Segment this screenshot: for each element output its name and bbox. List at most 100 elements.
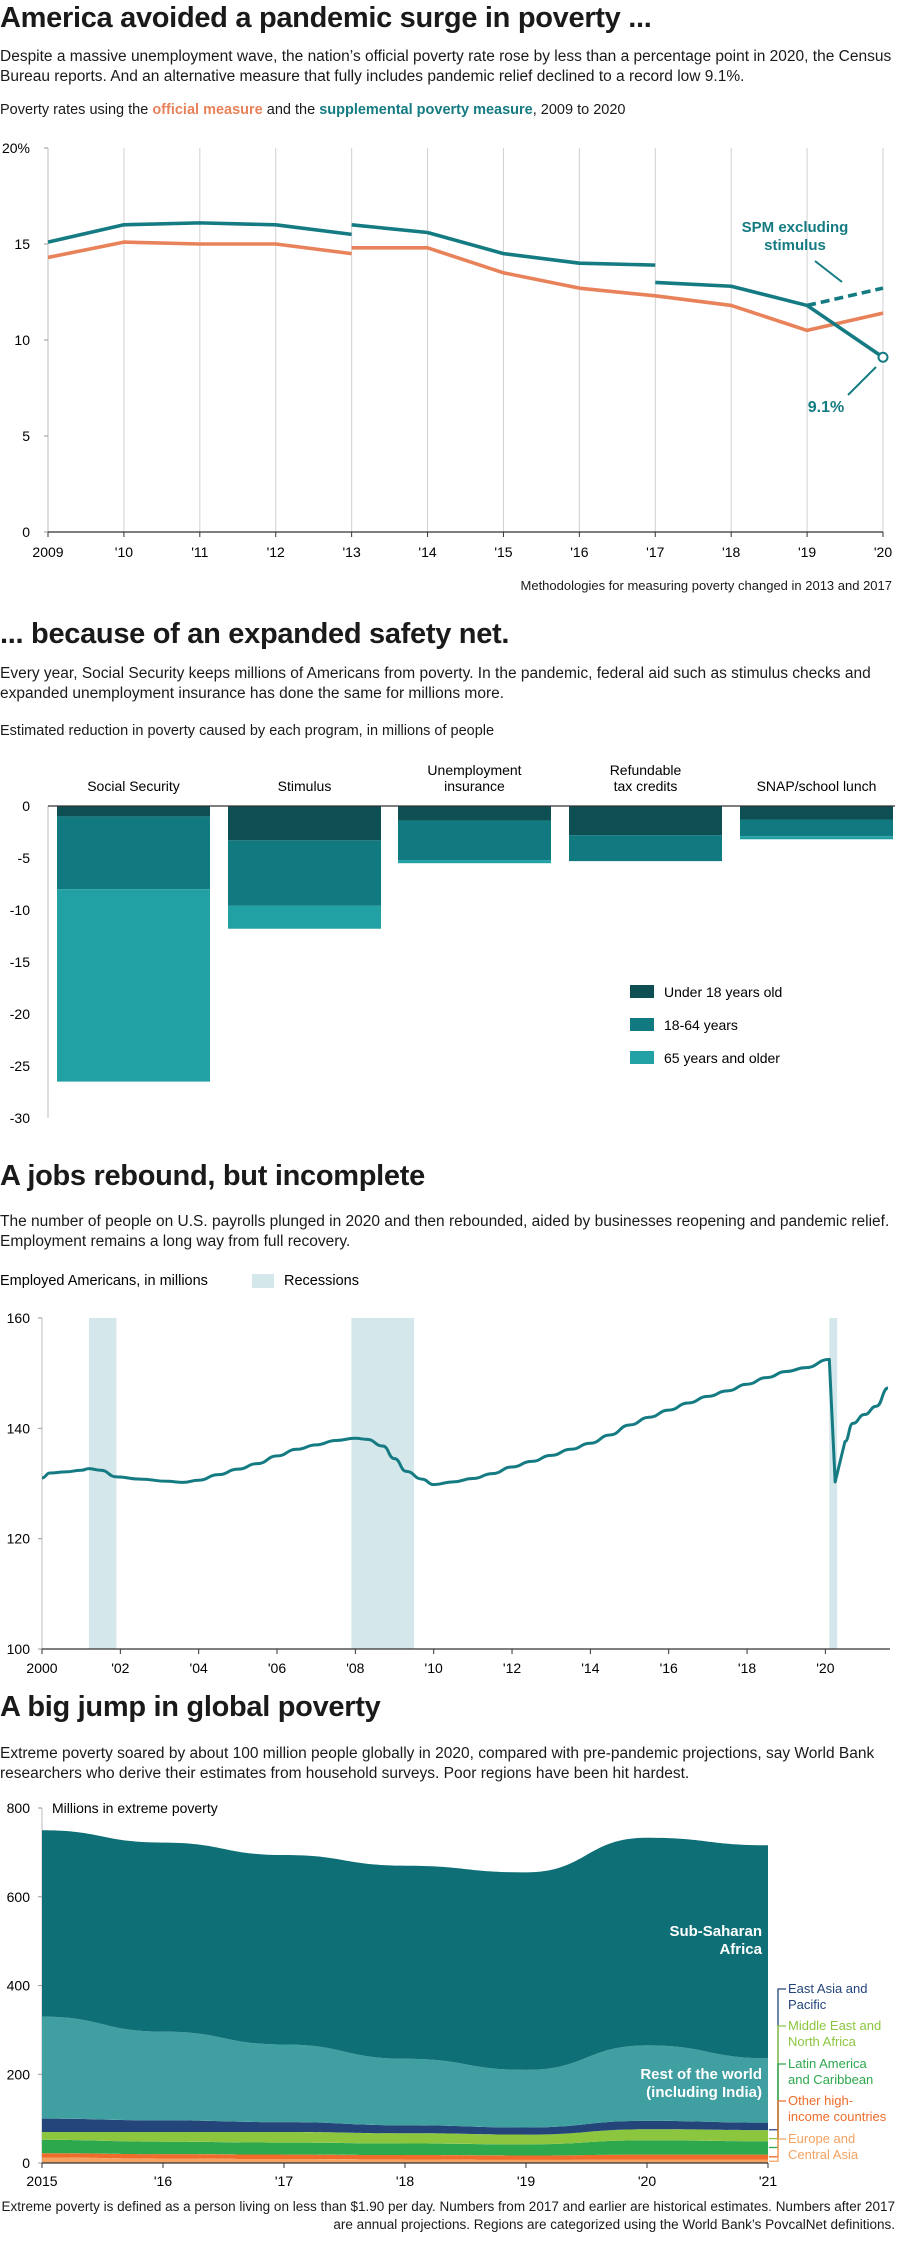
spm-line-segment xyxy=(351,223,428,235)
section2-subtitle: Estimated reduction in poverty caused by… xyxy=(0,723,495,739)
y-tick-label: -10 xyxy=(10,902,30,918)
y-tick-label: 140 xyxy=(7,1420,31,1436)
x-tick-label: '13 xyxy=(343,544,361,560)
label-mena: North Africa xyxy=(788,2034,857,2049)
x-tick-label: '02 xyxy=(111,1660,129,1676)
x-tick-label: '08 xyxy=(346,1660,364,1676)
annotation-9-1-percent: 9.1% xyxy=(808,399,844,416)
y-tick-label: 15 xyxy=(14,236,30,252)
label-connector xyxy=(769,2100,786,2158)
label-eca: Europe and xyxy=(788,2131,855,2146)
annotation-spm-excl-1: SPM excluding xyxy=(742,219,849,236)
section4-dek: Extreme poverty soared by about 100 mill… xyxy=(0,1745,875,1782)
spm-line-segment xyxy=(427,230,656,267)
y-tick-label: -25 xyxy=(10,1058,30,1074)
area-other-high-income-countries xyxy=(42,2153,768,2160)
y-tick-label: 10 xyxy=(14,332,30,348)
bar-segment xyxy=(740,836,893,840)
bar-segment xyxy=(228,840,381,906)
x-tick-label: '20 xyxy=(816,1660,834,1676)
annotation-leader xyxy=(814,260,843,283)
subtitle-mid: and the xyxy=(262,102,320,118)
bar-segment xyxy=(740,806,893,820)
y-tick-label: 0 xyxy=(22,798,30,814)
global-poverty-area-chart: 0 200 400 600 800 Millions in extreme poverty… xyxy=(7,1800,887,2189)
label-other_high: income countries xyxy=(788,2109,887,2124)
label-eap: East Asia and xyxy=(788,1981,868,1996)
x-tick-label: '14 xyxy=(418,544,436,560)
x-tick-label: '19 xyxy=(798,544,816,560)
y-tick-label: 800 xyxy=(7,1800,31,1816)
bar-segment xyxy=(569,835,722,862)
official-line-segment xyxy=(351,246,884,333)
x-tick-label: '16 xyxy=(570,544,588,560)
x-tick-label: '16 xyxy=(660,1660,678,1676)
spm-legend: supplemental poverty measure xyxy=(319,102,533,118)
area-europe-and-central-asia xyxy=(42,2157,768,2163)
recession-legend-swatch xyxy=(252,1274,274,1288)
section2-dek: Every year, Social Security keeps millio… xyxy=(0,665,871,702)
bar-segment xyxy=(398,806,551,821)
x-tick-label: '21 xyxy=(759,2173,777,2189)
label-eca: Central Asia xyxy=(788,2147,859,2162)
x-tick-label: '14 xyxy=(581,1660,599,1676)
official-measure-legend: official measure xyxy=(152,102,263,118)
bar-segment xyxy=(398,860,551,864)
x-tick-label: '11 xyxy=(191,544,208,560)
category-label: Social Security xyxy=(87,778,180,794)
x-tick-label: 2009 xyxy=(32,544,63,560)
area-east-asia-and-pacific xyxy=(42,2118,768,2135)
x-tick-label: '04 xyxy=(190,1660,208,1676)
y-tick-label: -30 xyxy=(10,1110,30,1126)
recession-band xyxy=(829,1318,838,1649)
y-tick-label: 20% xyxy=(2,140,30,156)
spm-2020-point xyxy=(877,351,889,363)
x-tick-label: '19 xyxy=(517,2173,535,2189)
x-tick-label: '17 xyxy=(275,2173,293,2189)
y-tick-label: 160 xyxy=(7,1310,31,1326)
category-label: insurance xyxy=(444,778,505,794)
x-tick-label: '18 xyxy=(738,1660,756,1676)
bar-segment xyxy=(228,905,381,929)
label-sub-saharan-africa: Africa xyxy=(719,1941,762,1958)
y-tick-label: -20 xyxy=(10,1006,30,1022)
area-sub-saharan-africa xyxy=(42,1830,768,2070)
section4-headline: A big jump in global poverty xyxy=(0,1691,381,1723)
category-label: Refundable xyxy=(610,762,682,778)
bar-segment xyxy=(57,806,210,817)
recession-band xyxy=(89,1318,117,1649)
area-middle-east-and-north-africa xyxy=(42,2129,768,2145)
category-label: SNAP/school lunch xyxy=(757,778,877,794)
x-tick-label: '15 xyxy=(494,544,512,560)
y-tick-label: -5 xyxy=(18,850,31,866)
y-tick-label: 5 xyxy=(22,428,30,444)
section1-headline: America avoided a pandemic surge in pove… xyxy=(0,2,652,34)
area-latin-america-and-caribbean xyxy=(42,2139,768,2156)
x-tick-label: '17 xyxy=(646,544,664,560)
x-tick-label: '18 xyxy=(396,2173,414,2189)
label-other_high: Other high- xyxy=(788,2093,853,2108)
x-tick-label: '12 xyxy=(267,544,285,560)
bar-segment xyxy=(398,820,551,861)
poverty-rate-chart: 0 5 10 15 20% 2009 '10 '11 '12 '13 '14 '15 '16 '17 '18… xyxy=(2,140,892,560)
bar-segment xyxy=(569,806,722,836)
legend-swatch xyxy=(630,1051,654,1064)
y-tick-label: 100 xyxy=(7,1641,31,1657)
y-tick-label: 120 xyxy=(7,1531,31,1547)
x-tick-label: '20 xyxy=(638,2173,656,2189)
label-sub-saharan-africa: Sub-Saharan xyxy=(669,1923,762,1940)
bar-segment xyxy=(740,819,893,837)
section1-dek: Despite a massive unemployment wave, the… xyxy=(0,48,892,85)
spm-line-segment xyxy=(655,280,885,359)
spm-line-segment xyxy=(47,221,352,244)
legend-swatch xyxy=(630,985,654,998)
y-tick-label: 0 xyxy=(22,2155,30,2171)
legend-label: 65 years and older xyxy=(664,1050,780,1066)
employment-line xyxy=(41,1357,889,1487)
x-tick-label: '10 xyxy=(425,1660,443,1676)
label-mena: Middle East and xyxy=(788,2018,881,2033)
x-tick-label: '18 xyxy=(722,544,740,560)
official-line-segment xyxy=(47,240,352,260)
label-rest-of-world: (including India) xyxy=(646,2084,762,2101)
y-tick-label: 0 xyxy=(22,524,30,540)
